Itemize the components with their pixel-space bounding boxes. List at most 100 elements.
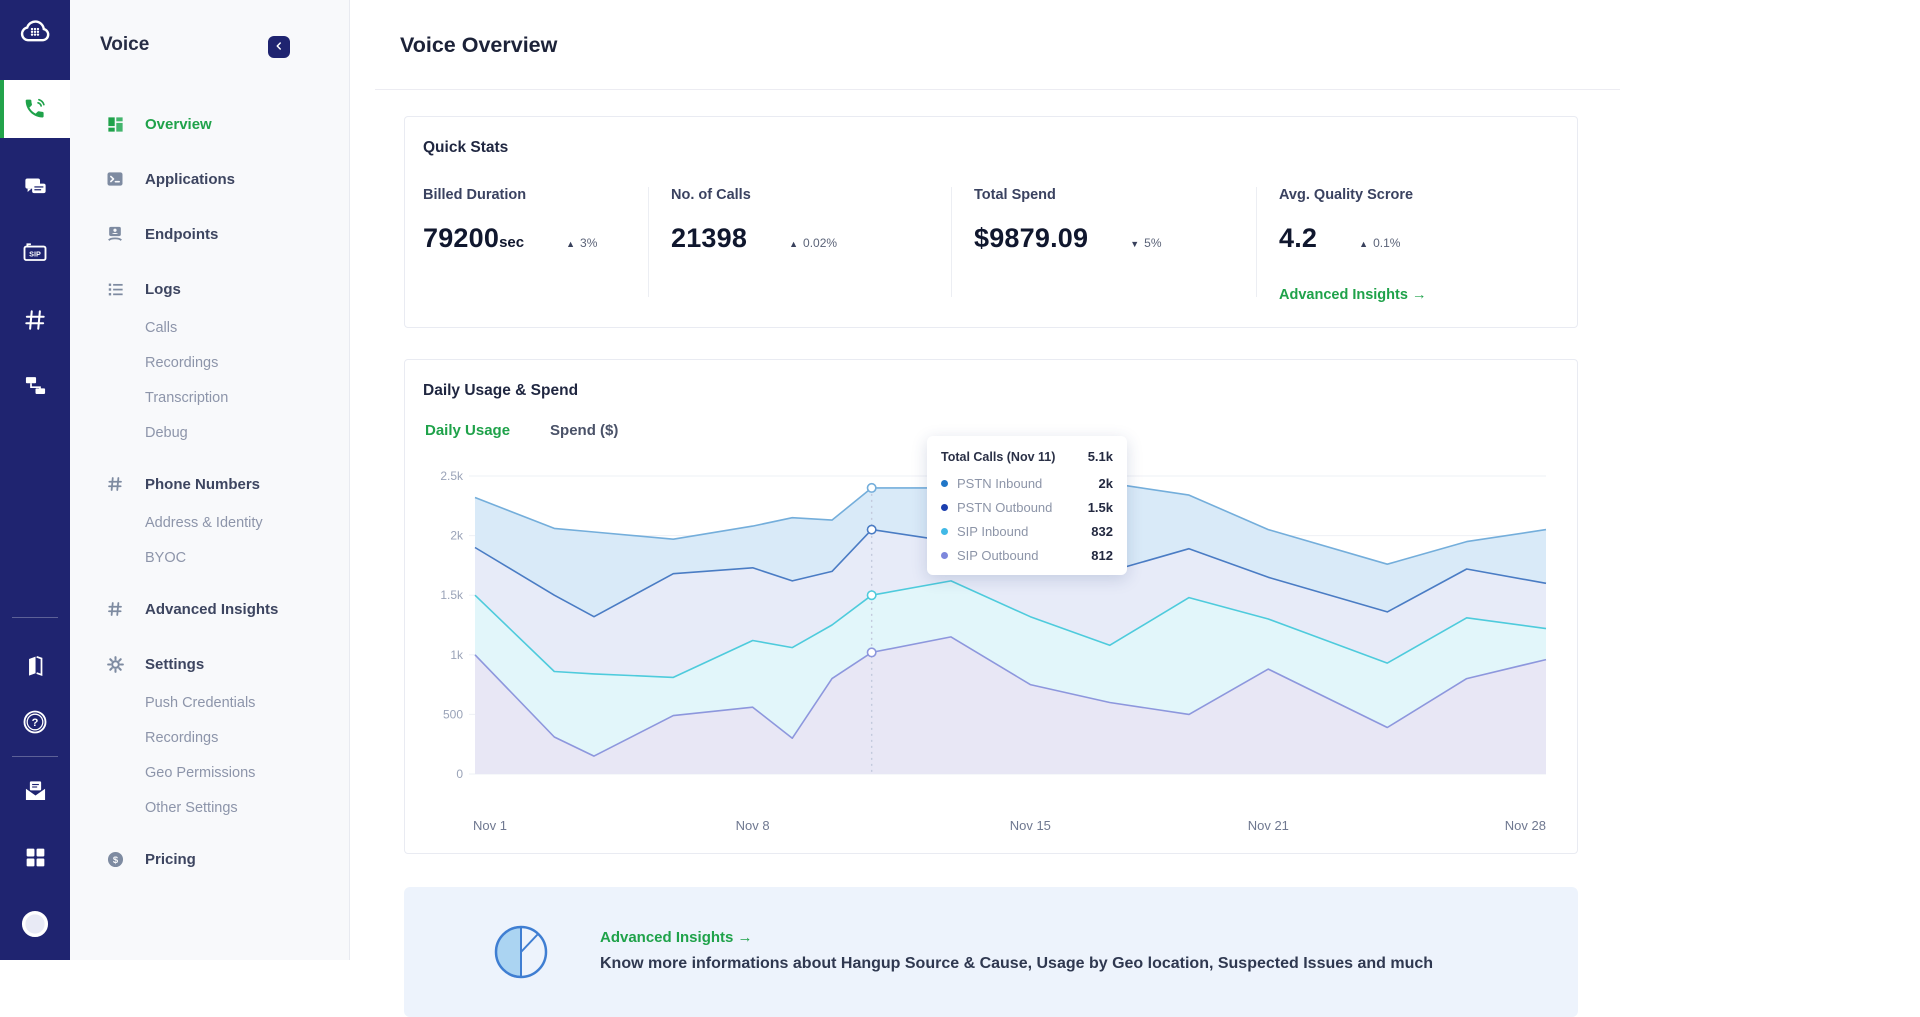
sidebar-item-label: Calls	[145, 319, 178, 336]
rail-item-phone-numbers-hash[interactable]	[0, 297, 70, 343]
stat-unit: sec	[499, 234, 525, 251]
tooltip-title: Total Calls (Nov 11)	[941, 450, 1056, 464]
rail-item-apps-grid[interactable]	[0, 834, 70, 880]
sidebar-item-recordings[interactable]: Recordings	[70, 345, 349, 380]
sidebar-item-label: Overview	[145, 115, 212, 133]
quick-stats-heading: Quick Stats	[423, 139, 509, 156]
sidebar-item-pricing[interactable]: $ Pricing	[70, 838, 349, 880]
stat-total-spend: Total Spend $9879.09 ▼ 5%	[951, 187, 1256, 297]
sidebar-item-address-identity[interactable]: Address & Identity	[70, 505, 349, 540]
daily-usage-tabs: Daily Usage Spend ($)	[425, 422, 618, 439]
chart-tooltip: Total Calls (Nov 11) 5.1k PSTN Inbound 2…	[927, 436, 1127, 575]
rail-item-docs-book[interactable]	[0, 643, 70, 689]
stat-delta-pct: 0.02%	[803, 236, 838, 250]
line-sip-outbound	[474, 636, 1547, 757]
tooltip-row: SIP Inbound 832	[941, 524, 1113, 539]
sidebar-item-overview[interactable]: Overview	[70, 103, 349, 145]
messaging-chat-icon	[22, 174, 49, 201]
series-dot-icon	[941, 480, 948, 487]
rail-divider	[12, 617, 58, 618]
advanced-insights-link[interactable]: Advanced Insights →	[1279, 287, 1427, 303]
sidebar-item-label: Address & Identity	[145, 514, 263, 531]
sidebar-item-endpoints[interactable]: Endpoints	[70, 213, 349, 255]
stats-row: Billed Duration 79200 sec ▲ 3% No. of Ca…	[405, 187, 1577, 303]
daily-usage-heading: Daily Usage & Spend	[423, 382, 579, 399]
daily-usage-area-chart[interactable]: 0 500 1k 1.5k 2k 2.5k Nov 1 Nov 8 Nov 15 Nov 21 No…	[405, 360, 1579, 855]
svg-text:?: ?	[32, 717, 39, 729]
page-title: Voice Overview	[400, 33, 558, 57]
sidebar-item-label: Other Settings	[145, 799, 238, 816]
rail-item-voice-phone[interactable]	[0, 80, 70, 138]
tooltip-total-value: 5.1k	[1087, 449, 1113, 464]
sidebar-item-other-settings[interactable]: Other Settings	[70, 790, 349, 825]
plivo-cloud-logo-icon	[18, 14, 52, 48]
product-sidebar: Voice Overview Applications Endpoints Logs C…	[70, 0, 350, 960]
advanced-insights-banner: Advanced Insights → Know more informatio…	[404, 887, 1578, 1017]
sidebar-item-label: Recordings	[145, 729, 219, 746]
app-rail: SIP?	[0, 0, 70, 960]
sidebar-item-calls[interactable]: Calls	[70, 310, 349, 345]
tooltip-series-label: PSTN Inbound	[957, 476, 1043, 491]
tooltip-row: PSTN Inbound 2k	[941, 476, 1113, 491]
pie-chart-icon	[492, 923, 550, 986]
rail-item-help-question[interactable]: ?	[0, 699, 70, 745]
tooltip-marker-pstn-inbound	[866, 482, 877, 493]
y-axis-tick-label: 1.5k	[440, 588, 464, 602]
feedback-envelope-icon	[22, 778, 49, 805]
sidebar-item-transcription[interactable]: Transcription	[70, 380, 349, 415]
tooltip-marker-sip-inbound	[866, 590, 877, 601]
tab-daily-usage[interactable]: Daily Usage	[425, 422, 511, 439]
rail-item-feedback-envelope[interactable]	[0, 768, 70, 814]
sidebar-item-push-credentials[interactable]: Push Credentials	[70, 685, 349, 720]
stat-delta-pct: 0.1%	[1373, 236, 1401, 250]
rail-divider	[12, 756, 58, 757]
sidebar-item-debug[interactable]: Debug	[70, 415, 349, 450]
avatar-circle-icon	[18, 907, 52, 941]
voice-phone-icon	[22, 96, 48, 122]
sidebar-item-applications[interactable]: Applications	[70, 158, 349, 200]
quick-stats-card: Quick Stats Billed Duration 79200 sec ▲ …	[404, 116, 1578, 328]
sidebar-item-label: Logs	[145, 280, 181, 298]
sidebar-item-advanced-insights[interactable]: Advanced Insights	[70, 588, 349, 630]
sidebar-item-settings[interactable]: Settings	[70, 643, 349, 685]
stat-delta-pct: 5%	[1144, 236, 1162, 250]
tooltip-series-value: 2k	[1098, 476, 1113, 491]
tab-spend-[interactable]: Spend ($)	[550, 422, 619, 439]
stat-label: Avg. Quality Scrore	[1279, 187, 1414, 203]
rail-item-avatar-circle[interactable]	[0, 901, 70, 947]
rail-item-plivo-cloud-logo[interactable]	[0, 8, 70, 54]
sidebar-item-logs[interactable]: Logs	[70, 268, 349, 310]
sidebar-item-label: Push Credentials	[145, 694, 256, 711]
flow-icon	[22, 372, 49, 399]
stat-value: 21398	[671, 223, 748, 253]
tooltip-series-label: PSTN Outbound	[957, 500, 1053, 515]
sidebar-item-label: Debug	[145, 424, 188, 441]
rail-item-flow[interactable]	[0, 362, 70, 408]
sidebar-item-label: Geo Permissions	[145, 764, 256, 781]
sip-trunking-icon: SIP	[21, 239, 49, 267]
sidebar-item-label: Phone Numbers	[145, 475, 261, 493]
rail-item-sip-trunking[interactable]: SIP	[0, 230, 70, 276]
sidebar-item-recordings[interactable]: Recordings	[70, 720, 349, 755]
rail-item-messaging-chat[interactable]	[0, 164, 70, 210]
sidebar-item-label: Advanced Insights	[145, 600, 279, 618]
sidebar-item-label: BYOC	[145, 549, 187, 566]
stat-delta-pct: 3%	[580, 236, 598, 250]
sidebar-item-geo-permissions[interactable]: Geo Permissions	[70, 755, 349, 790]
x-axis-tick-label: Nov 1	[473, 818, 507, 833]
y-axis-tick-label: 2k	[450, 529, 464, 543]
sidebar-item-byoc[interactable]: BYOC	[70, 540, 349, 575]
stat-value: 4.2	[1279, 223, 1318, 253]
tooltip-series-value: 812	[1091, 548, 1113, 563]
sidebar-item-label: Settings	[145, 655, 205, 673]
sidebar-item-phone-numbers[interactable]: Phone Numbers	[70, 463, 349, 505]
tooltip-series-value: 832	[1091, 524, 1113, 539]
line-pstn-outbound	[474, 528, 1547, 618]
sidebar-collapse-button[interactable]	[268, 36, 290, 58]
tooltip-row: PSTN Outbound 1.5k	[941, 500, 1113, 515]
advanced-insights-link[interactable]: Advanced Insights →	[600, 929, 753, 946]
series-dot-icon	[941, 504, 948, 511]
sidebar-item-label: Transcription	[145, 389, 229, 406]
y-axis-tick-label: 0	[456, 767, 463, 781]
dollar-icon: $	[105, 849, 125, 869]
